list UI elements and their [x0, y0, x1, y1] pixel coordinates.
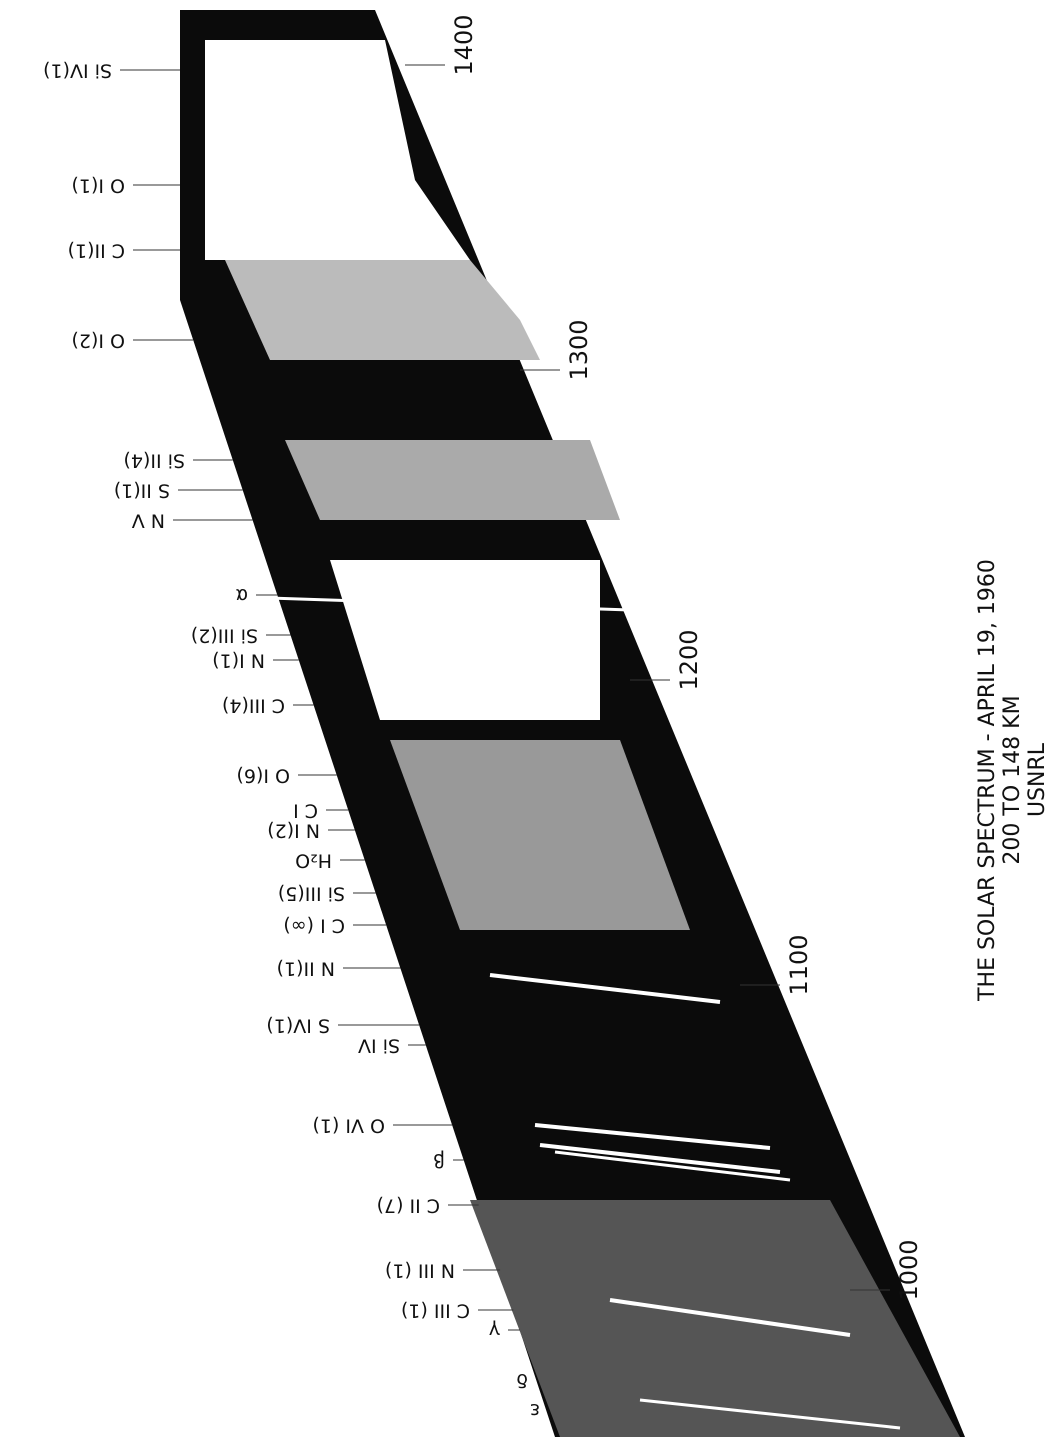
line-label: N I(1) — [212, 650, 265, 672]
exposed-region — [470, 1200, 960, 1437]
exposed-region — [330, 560, 600, 720]
line-label: Si II(4) — [124, 450, 186, 472]
line-label: C III(4) — [222, 695, 285, 717]
line-label: Si IV(1) — [43, 60, 112, 82]
line-label: O I(2) — [71, 330, 125, 352]
line-label: β — [433, 1150, 445, 1172]
line-label: Si III(2) — [191, 625, 258, 647]
line-label: N V — [132, 510, 165, 532]
exposed-region — [205, 40, 470, 260]
line-label: C II(1) — [68, 240, 125, 262]
wavelength-label: 1100 — [785, 934, 813, 995]
line-label: N III (1) — [385, 1260, 455, 1282]
emission-line — [239, 595, 631, 612]
exposed-region — [225, 260, 540, 360]
line-label: S IV(1) — [266, 1015, 330, 1037]
caption-line: USNRL — [1025, 742, 1050, 817]
emission-line — [639, 1398, 901, 1430]
line-label: N II(1) — [277, 958, 335, 980]
line-label: Si IV — [358, 1035, 400, 1057]
line-label: H₂O — [295, 850, 332, 872]
emission-line — [539, 1143, 781, 1174]
emission-line — [489, 973, 721, 1004]
line-label: γ — [489, 1320, 500, 1342]
line-label: O VI (1) — [312, 1115, 385, 1137]
line-label: δ — [516, 1370, 528, 1392]
wavelength-label: 1400 — [450, 14, 478, 75]
line-label: Si III(5) — [278, 883, 345, 905]
emission-line — [609, 1298, 851, 1337]
wavelength-label: 1200 — [675, 629, 703, 690]
line-label: ε — [530, 1400, 540, 1422]
line-label: O I(1) — [71, 175, 125, 197]
line-label: S II(1) — [114, 480, 170, 502]
line-label: N I(2) — [267, 820, 320, 842]
caption-line: 200 TO 148 KM — [1000, 695, 1025, 864]
line-label: α — [235, 585, 248, 607]
exposed-region — [390, 740, 690, 930]
wavelength-label: 1300 — [565, 319, 593, 380]
line-label: C II (7) — [377, 1195, 440, 1217]
emission-line — [554, 1150, 791, 1182]
line-label: C I (∞) — [283, 915, 345, 937]
line-label: C I — [293, 800, 318, 822]
exposed-region — [285, 440, 620, 520]
emission-line — [534, 1123, 771, 1150]
spectrum-band — [180, 10, 965, 1437]
wavelength-label: 1000 — [895, 1239, 923, 1300]
line-label: O I(6) — [236, 765, 290, 787]
caption-line: THE SOLAR SPECTRUM - APRIL 19, 1960 — [975, 559, 1000, 1002]
line-label: C III (1) — [401, 1300, 470, 1322]
